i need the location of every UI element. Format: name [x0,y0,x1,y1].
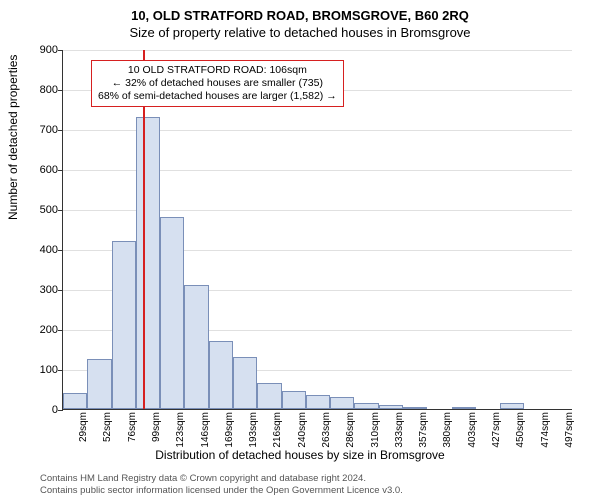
ytick-label: 300 [18,284,58,296]
xtick-label: 123sqm [175,412,186,448]
credits-line1: Contains HM Land Registry data © Crown c… [40,473,403,484]
ytick-label: 600 [18,164,58,176]
histogram-bar [233,357,257,409]
ytick-mark [58,210,63,211]
y-axis-label: Number of detached properties [6,55,20,220]
xtick-label: 52sqm [102,412,113,442]
credits-line2: Contains public sector information licen… [40,485,403,496]
xtick-label: 263sqm [321,412,332,448]
histogram-bar [209,341,233,409]
ytick-label: 100 [18,364,58,376]
ytick-label: 500 [18,204,58,216]
xtick-label: 146sqm [200,412,211,448]
xtick-label: 76sqm [127,412,138,442]
ytick-label: 400 [18,244,58,256]
histogram-bar [282,391,306,409]
annotation-line2: ← 32% of detached houses are smaller (73… [98,77,337,90]
xtick-label: 333sqm [394,412,405,448]
histogram-bar [87,359,111,409]
histogram-bar [452,407,476,409]
ytick-mark [58,330,63,331]
ytick-mark [58,90,63,91]
histogram-bar [403,407,427,409]
ytick-label: 900 [18,44,58,56]
histogram-bar [136,117,160,409]
histogram-bar [63,393,87,409]
xtick-label: 286sqm [345,412,356,448]
xtick-label: 99sqm [151,412,162,442]
annotation-line1: 10 OLD STRATFORD ROAD: 106sqm [98,64,337,77]
xtick-label: 310sqm [370,412,381,448]
histogram-bar [184,285,208,409]
plot-area: 29sqm52sqm76sqm99sqm123sqm146sqm169sqm19… [62,50,572,410]
histogram-bar [257,383,281,409]
histogram-bar [330,397,354,409]
xtick-label: 427sqm [491,412,502,448]
ytick-mark [58,370,63,371]
ytick-label: 0 [18,404,58,416]
annotation-line3: 68% of semi-detached houses are larger (… [98,90,337,103]
histogram-bar [160,217,184,409]
ytick-label: 800 [18,84,58,96]
xtick-label: 216sqm [272,412,283,448]
page-subtitle: Size of property relative to detached ho… [0,23,600,40]
xtick-label: 380sqm [442,412,453,448]
xtick-label: 29sqm [78,412,89,442]
histogram-bar [112,241,136,409]
xtick-label: 403sqm [467,412,478,448]
ytick-label: 700 [18,124,58,136]
xtick-label: 357sqm [418,412,429,448]
x-axis-label: Distribution of detached houses by size … [0,448,600,462]
xtick-label: 193sqm [248,412,259,448]
ytick-mark [58,410,63,411]
annotation-box: 10 OLD STRATFORD ROAD: 106sqm ← 32% of d… [91,60,344,107]
xtick-label: 474sqm [540,412,551,448]
histogram-bar [379,405,403,409]
xtick-label: 169sqm [224,412,235,448]
ytick-mark [58,250,63,251]
histogram-bar [354,403,378,409]
xtick-label: 497sqm [564,412,575,448]
xtick-label: 450sqm [515,412,526,448]
page-title-address: 10, OLD STRATFORD ROAD, BROMSGROVE, B60 … [0,0,600,23]
ytick-mark [58,50,63,51]
histogram-chart: 29sqm52sqm76sqm99sqm123sqm146sqm169sqm19… [62,50,572,410]
ytick-mark [58,290,63,291]
histogram-bar [306,395,330,409]
xtick-label: 240sqm [297,412,308,448]
credits: Contains HM Land Registry data © Crown c… [40,473,403,496]
gridline [63,50,572,51]
ytick-mark [58,170,63,171]
histogram-bar [500,403,524,409]
ytick-mark [58,130,63,131]
ytick-label: 200 [18,324,58,336]
